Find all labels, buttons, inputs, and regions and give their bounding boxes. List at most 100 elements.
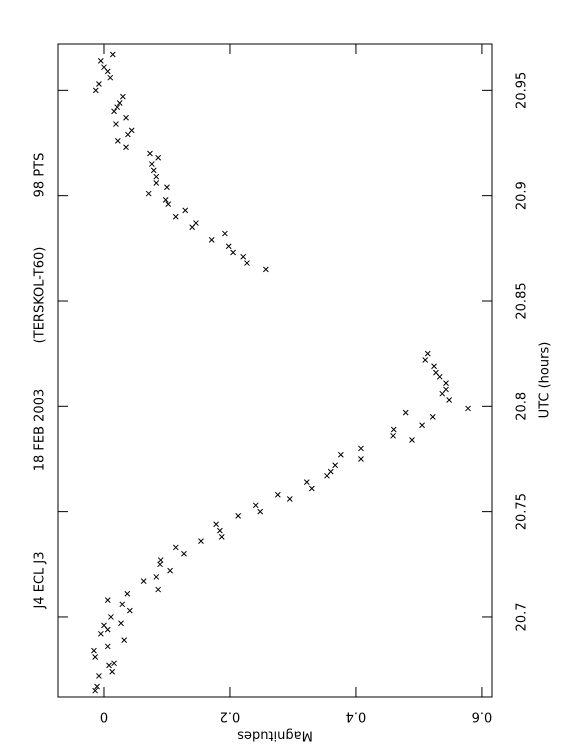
data-point	[92, 687, 99, 694]
data-point	[114, 138, 121, 144]
data-point	[124, 590, 131, 597]
data-point	[104, 597, 111, 603]
data-point	[303, 479, 310, 485]
title-part: (TERSKOL-T60)	[33, 247, 48, 344]
data-point	[419, 422, 425, 429]
data-point	[121, 637, 127, 643]
data-point	[230, 249, 236, 256]
data-point	[263, 266, 269, 273]
x-axis-label: UTC (hours)	[538, 342, 553, 419]
data-point	[167, 567, 173, 574]
data-point	[149, 161, 155, 167]
data-point	[91, 647, 97, 654]
data-point	[182, 207, 189, 214]
y-tick-label: 0.2	[220, 709, 241, 724]
y-tick-label: 0.6	[472, 709, 493, 724]
y-axis-label: Magnitudes	[237, 728, 313, 743]
data-point	[108, 614, 114, 620]
data-point	[109, 51, 116, 58]
data-point	[107, 74, 114, 81]
data-point	[153, 173, 160, 180]
data-point	[308, 485, 315, 492]
data-point	[104, 643, 111, 650]
data-point	[94, 683, 100, 690]
data-point	[274, 491, 281, 498]
data-point	[244, 260, 250, 266]
data-point	[172, 213, 179, 220]
x-tick-label: 20.95	[515, 72, 530, 109]
data-point	[162, 197, 169, 203]
data-point	[429, 413, 436, 420]
data-point	[165, 201, 172, 207]
data-point	[240, 253, 247, 260]
data-point	[225, 243, 232, 250]
data-point	[324, 472, 330, 479]
data-point	[235, 512, 242, 519]
x-tick-label: 20.9	[515, 181, 530, 210]
data-point	[218, 534, 225, 540]
data-point	[390, 426, 397, 433]
data-point	[147, 150, 153, 157]
data-point	[123, 144, 129, 151]
data-point	[140, 578, 147, 584]
data-point	[332, 462, 339, 469]
data-point	[433, 369, 439, 376]
data-point	[431, 363, 437, 370]
data-point	[153, 180, 160, 186]
rotated-plot: J4 ECL J3 18 FEB 2003 (TERSKOL-T60) 98 P…	[33, 43, 553, 743]
data-point	[119, 601, 126, 608]
data-point	[104, 68, 111, 75]
title-part: 98 PTS	[33, 153, 48, 198]
data-point	[101, 622, 107, 629]
x-tick-label: 20.7	[515, 602, 530, 631]
data-point	[150, 167, 157, 174]
data-point	[189, 224, 196, 231]
data-point	[358, 456, 364, 462]
data-point	[97, 630, 104, 637]
data-point	[109, 668, 116, 675]
x-tick-label: 20.75	[515, 493, 530, 530]
data-point	[155, 586, 162, 593]
title-part: J4 ECL J3	[33, 551, 48, 609]
data-point	[157, 557, 164, 563]
data-point	[116, 100, 123, 106]
data-point	[337, 451, 344, 458]
data-point	[443, 386, 449, 393]
data-point	[153, 574, 160, 580]
data-point	[96, 81, 102, 87]
x-tick-label: 20.8	[515, 392, 530, 421]
data-point	[402, 409, 409, 416]
data-point	[424, 350, 431, 357]
y-tick-label: 0	[100, 709, 108, 724]
data-point	[96, 673, 102, 679]
data-point	[390, 432, 396, 439]
x-tick-label: 20.85	[515, 282, 530, 319]
plot-frame	[57, 43, 493, 698]
data-point	[422, 357, 429, 363]
data-point	[155, 154, 162, 161]
data-point	[114, 104, 121, 111]
data-point	[125, 131, 131, 138]
data-point	[92, 654, 99, 660]
data-point	[106, 662, 112, 669]
data-point	[409, 437, 415, 443]
data-point	[92, 87, 99, 94]
data-point	[145, 190, 152, 197]
data-point	[465, 405, 471, 412]
data-point	[111, 108, 117, 115]
title-part: 18 FEB 2003	[33, 389, 48, 472]
data-point	[172, 544, 179, 551]
data-point	[257, 508, 264, 515]
data-point	[126, 607, 133, 614]
data-point	[198, 538, 204, 544]
data-point	[286, 496, 293, 502]
data-point	[164, 184, 170, 191]
data-point	[446, 397, 453, 403]
data-point	[217, 527, 223, 534]
y-tick-label: 0.4	[346, 709, 367, 724]
data-point	[358, 445, 364, 452]
data-point	[113, 121, 119, 127]
data-point	[120, 93, 126, 100]
data-point	[222, 230, 228, 237]
